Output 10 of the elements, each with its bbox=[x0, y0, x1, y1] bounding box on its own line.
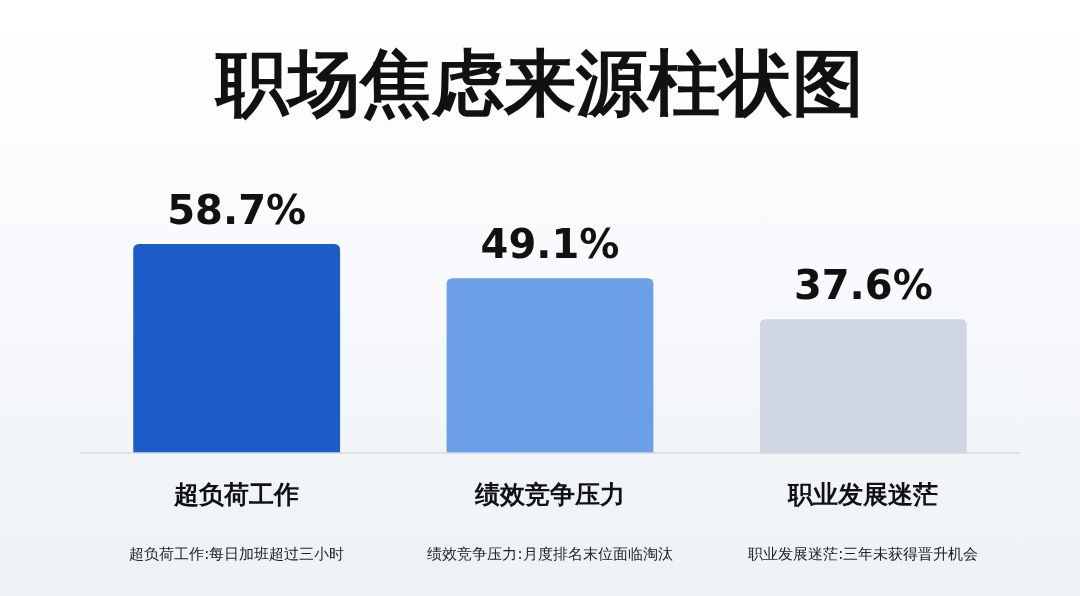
x-tick-label: 绩效竞争压力 bbox=[474, 480, 625, 509]
text: 超负荷工作:每日加班超过三小时 bbox=[129, 545, 345, 563]
data-label: 37.6% bbox=[793, 262, 933, 309]
data-label: 58.7% bbox=[167, 187, 307, 233]
x-tick-label: 职业发展迷茫 bbox=[787, 480, 939, 509]
text: 绩效竞争压力:月度排名末位面临淘汰 bbox=[427, 545, 673, 563]
title: 职场焦虑来源柱状图 bbox=[216, 41, 864, 125]
data-label: 49.1% bbox=[480, 221, 620, 268]
x-tick-label: 超负荷工作 bbox=[173, 480, 300, 509]
text: 职业发展迷茫:三年未获得晋升机会 bbox=[748, 545, 979, 563]
